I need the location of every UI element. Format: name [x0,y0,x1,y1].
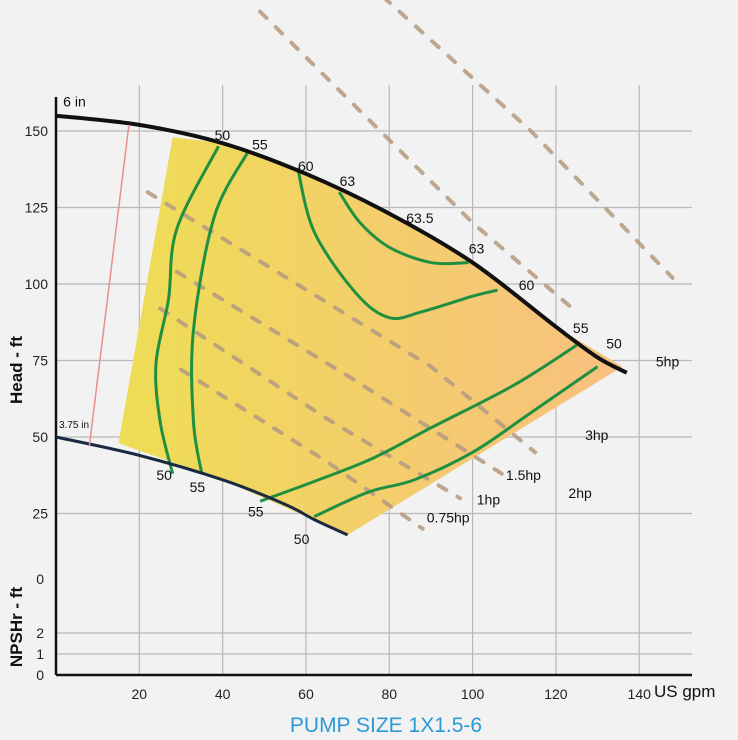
trim-reference-line [88,124,130,447]
npshr-tick-label: 1 [36,646,44,662]
power-curve-0.75hp [178,367,425,531]
efficiency-curve-55 [259,343,578,503]
efficiency-label: 63.5 [406,210,433,226]
impeller-label: 6 in [63,94,86,110]
power-curve-1.5hp [174,269,504,476]
efficiency-label: 60 [519,277,535,293]
power-label: 0.75hp [427,510,470,526]
efficiency-curve-55 [190,151,249,474]
impeller-curve-6-in [55,113,628,375]
x-unit-label: US gpm [654,682,715,701]
head-zero-label: 0 [36,571,44,587]
npshr-tick-label: 2 [36,625,44,641]
efficiency-label: 55 [573,320,589,336]
impeller-label: 3.75 in [59,420,89,431]
efficiency-label: 50 [215,127,231,143]
efficiency-curve-63 [338,191,469,266]
x-tick-label: 40 [215,686,231,702]
x-tick-label: 100 [461,686,485,702]
efficiency-curve-50 [313,365,599,518]
x-tick-label: 140 [628,686,652,702]
power-curve-2hp [145,190,538,455]
curve-labels: 6 in 3.75 in 50 55 60 63 63.5 63 60 55 50 50 55 55 50 5… [59,94,679,548]
x-tick-label: 80 [381,686,397,702]
power-curves [145,0,675,531]
power-curve-5hp [383,0,675,280]
x-tick-label: 20 [132,686,148,702]
efficiency-label: 50 [294,531,310,547]
head-axis-label: Head - ft [7,336,26,404]
efficiency-curve-60 [296,167,498,320]
efficiency-label: 50 [156,467,172,483]
power-curve-1hp [158,306,463,501]
chart-title: PUMP SIZE 1X1.5-6 [290,714,482,737]
power-label: 2hp [568,485,592,501]
head-tick-label: 100 [25,276,49,292]
x-tick-label: 120 [544,686,568,702]
head-tick-label: 50 [32,429,48,445]
power-label: 3hp [585,427,609,443]
efficiency-curve-50 [154,145,220,475]
head-tick-label: 75 [32,353,48,369]
impeller-curves [55,113,628,537]
efficiency-label: 63 [469,240,485,256]
npshr-tick-label: 0 [36,667,44,683]
efficiency-label: 63 [340,173,356,189]
impeller-curve-3.75-in [55,435,349,537]
head-tick-label: 150 [25,123,49,139]
head-tick-label: 125 [25,200,49,216]
efficiency-label: 55 [252,136,268,152]
efficiency-label: 55 [248,504,264,520]
efficiency-curves [154,145,599,518]
power-label: 1hp [477,491,501,507]
efficiency-label: 60 [298,158,314,174]
head-tick-label: 25 [32,506,48,522]
npshr-axis-label: NPSHr - ft [7,587,26,668]
efficiency-label: 55 [190,479,206,495]
x-tick-label: 60 [298,686,314,702]
power-label: 1.5hp [506,467,541,483]
power-label: 5hp [656,354,680,370]
efficiency-label: 50 [606,335,622,351]
